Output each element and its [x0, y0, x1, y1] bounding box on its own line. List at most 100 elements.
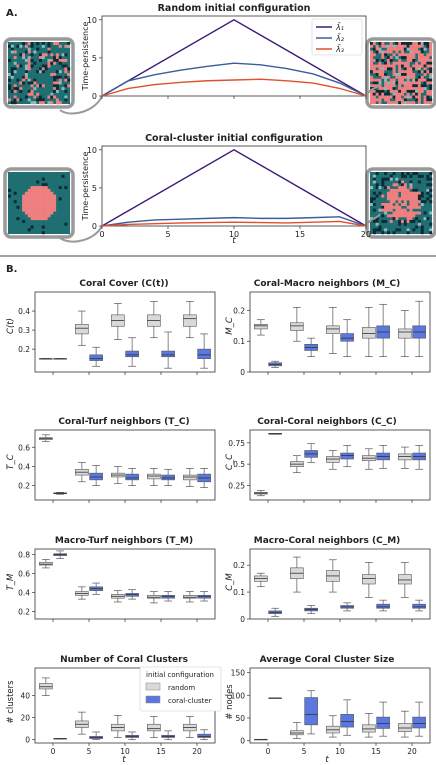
legend-label-2: λ̄₂: [335, 33, 345, 43]
grid-cell: [13, 101, 17, 105]
grid-cell: [412, 194, 416, 198]
box-random: [183, 468, 197, 487]
box-body: [161, 350, 175, 358]
grid-cell: [429, 50, 433, 54]
grid-cell: [44, 191, 48, 195]
grid-cell: [36, 217, 40, 221]
grid-cell: [401, 197, 405, 201]
grid-cell: [53, 84, 57, 88]
box-body: [161, 595, 175, 599]
grid-cell: [27, 188, 31, 192]
grid-cell: [378, 228, 382, 232]
grid-cell: [417, 222, 421, 226]
grid-cell: [55, 87, 59, 91]
grid-cell: [395, 208, 399, 212]
grid-cell: [64, 67, 68, 71]
grid-cell: [426, 58, 430, 62]
grid-cell: [417, 70, 421, 74]
grid-cell: [401, 87, 405, 91]
grid-cell: [33, 101, 37, 105]
grid-cell: [53, 205, 57, 209]
grid-cell: [392, 53, 396, 57]
boxplot-macro-coral: Macro-Coral neighbors (C_M) C_M 0 0.1 0.2: [225, 536, 431, 624]
grid-cell: [412, 211, 416, 215]
grid-cell: [53, 78, 57, 82]
grid-cell: [415, 194, 419, 198]
grid-cell: [41, 188, 45, 192]
grid-cell: [392, 81, 396, 85]
box-random: [147, 301, 161, 339]
grid-cell: [375, 183, 379, 187]
grid-cell: [381, 70, 385, 74]
grid-cell: [50, 73, 54, 77]
grid-cell: [386, 44, 390, 48]
box-body: [412, 716, 426, 729]
grid-cell: [64, 75, 68, 79]
legend-label-cluster: coral-cluster: [168, 697, 212, 705]
box-random: [398, 446, 412, 469]
grid-cell: [420, 89, 424, 93]
grid-cell: [384, 228, 388, 232]
legend-label-1: λ̄₁: [335, 22, 344, 32]
grid-cell: [389, 81, 393, 85]
grid-cell: [30, 89, 34, 93]
grid-cell: [378, 208, 382, 212]
grid-cell: [50, 194, 54, 198]
grid-cell: [375, 58, 379, 62]
y-tick-label: 0.5: [233, 460, 245, 469]
boxplot-num-clusters: Number of Coral Clusters # clusters t 0 20 40…: [6, 655, 216, 765]
box-random: [147, 468, 161, 486]
grid-cell: [420, 44, 424, 48]
grid-cell: [423, 42, 427, 46]
grid-cell: [417, 50, 421, 54]
box-cluster: [161, 730, 175, 741]
grid-cell: [386, 197, 390, 201]
grid-cell: [401, 183, 405, 187]
grid-cell: [395, 81, 399, 85]
box-cluster: [268, 607, 282, 617]
grid-cell: [58, 78, 62, 82]
grid-cell: [67, 44, 71, 48]
grid-cell: [372, 219, 376, 223]
grid-cell: [22, 56, 26, 60]
grid-cell: [381, 67, 385, 71]
grid-cell: [412, 205, 416, 209]
grid-cell: [403, 64, 407, 68]
grid-cell: [415, 84, 419, 88]
grid-cell: [30, 84, 34, 88]
grid-cell: [406, 89, 410, 93]
grid-cell: [24, 50, 28, 54]
grid-cell: [375, 172, 379, 176]
grid-cell: [58, 75, 62, 79]
grid-cell: [27, 58, 31, 62]
grid-cell: [398, 92, 402, 96]
grid-cell: [19, 87, 23, 91]
grid-cell: [372, 180, 376, 184]
grid-cell: [392, 205, 396, 209]
grid-cell: [409, 56, 413, 60]
box-body: [147, 473, 161, 480]
series-line-2: [101, 62, 367, 97]
grid-cell: [24, 191, 28, 195]
grid-cell: [53, 95, 57, 99]
grid-cell: [36, 70, 40, 74]
grid-cell: [41, 208, 45, 212]
grid-cell: [30, 200, 34, 204]
grid-cell: [392, 89, 396, 93]
grid-cell: [426, 89, 430, 93]
grid-cell: [386, 214, 390, 218]
grid-cell: [39, 98, 43, 102]
grid-cell: [386, 101, 390, 105]
grid-cell: [409, 50, 413, 54]
grid-cell: [24, 73, 28, 77]
grid-cell: [50, 197, 54, 201]
grid-cell: [420, 191, 424, 195]
grid-cell: [375, 81, 379, 85]
series-line-1: [101, 19, 367, 97]
box-cluster: [376, 701, 390, 737]
box-body: [412, 603, 426, 609]
box-body: [290, 322, 304, 331]
x-axis-label: t: [232, 236, 236, 246]
grid-cell: [389, 67, 393, 71]
grid-cell: [61, 87, 65, 91]
